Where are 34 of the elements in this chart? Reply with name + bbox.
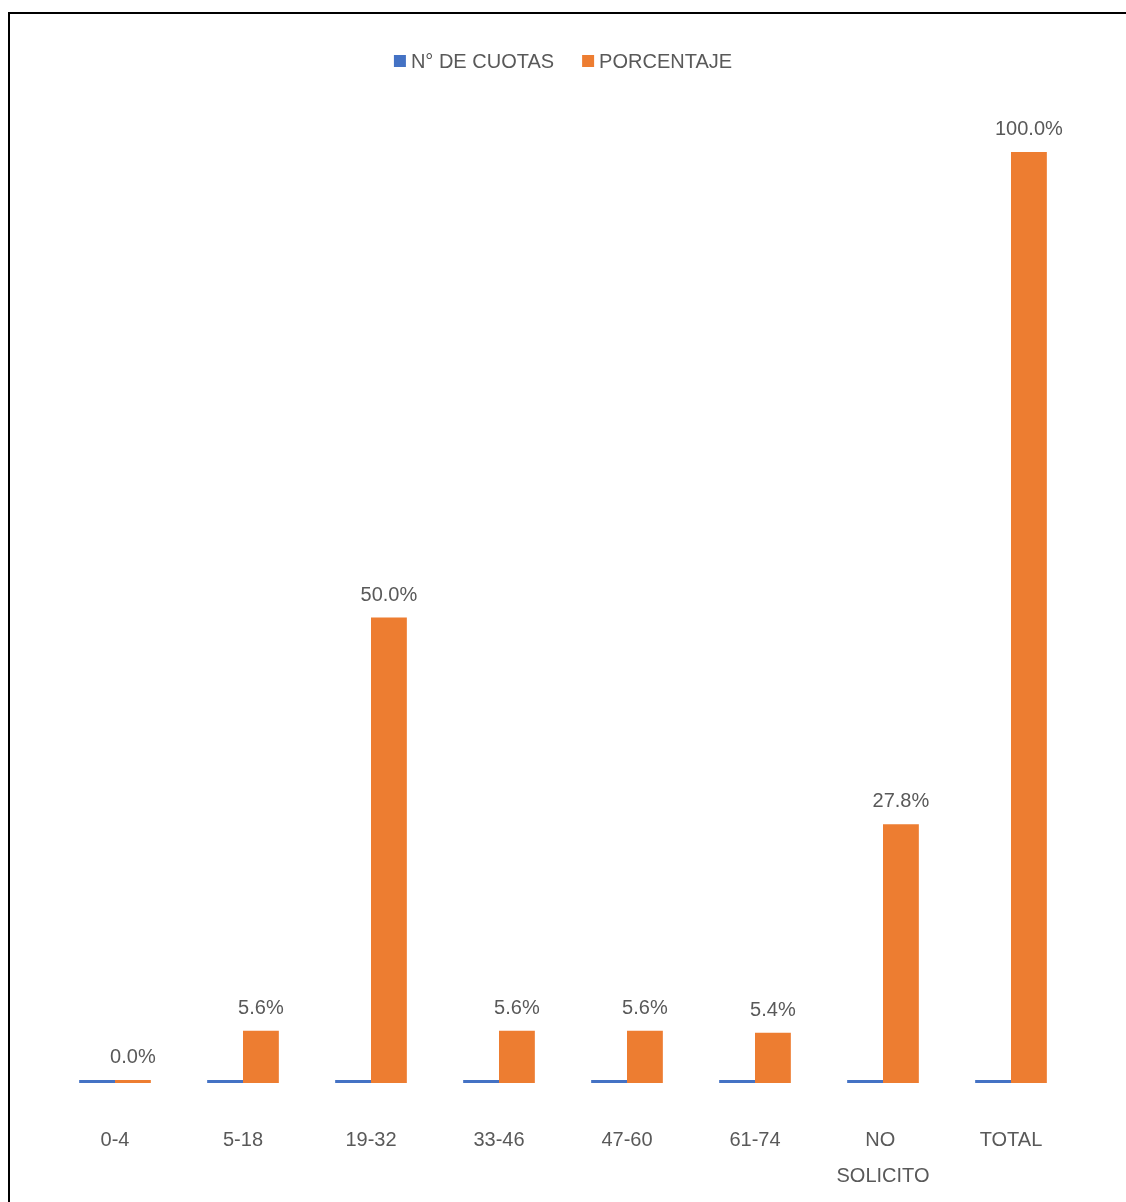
bar [883, 824, 919, 1083]
bar [207, 1080, 243, 1083]
bar [499, 1030, 535, 1083]
data-label: 27.8% [872, 789, 930, 812]
data-label: 5.6% [622, 995, 668, 1018]
bar [755, 1032, 791, 1083]
bar [1011, 152, 1047, 1083]
x-tick-label: 5-18 [222, 1128, 264, 1150]
bar [79, 1080, 115, 1083]
legend-label: PORCENTAJE [599, 50, 733, 72]
data-label: 5.4% [750, 997, 796, 1020]
data-label: 100.0% [995, 117, 1064, 139]
data-label: 50.0% [360, 582, 418, 605]
x-tick-label: NO SOLICITO [836, 1128, 930, 1186]
data-label: 5.6% [238, 995, 284, 1018]
data-label: 5.6% [494, 995, 540, 1018]
bar [335, 1080, 371, 1083]
bar [719, 1080, 755, 1083]
x-tick-label: TOTAL [979, 1128, 1043, 1150]
bar [371, 617, 407, 1083]
bar [463, 1080, 499, 1083]
x-tick-label: 47-60 [601, 1128, 653, 1150]
x-tick-label: 0-4 [100, 1128, 130, 1150]
x-tick-label: 61-74 [729, 1128, 781, 1150]
bar [975, 1080, 1011, 1083]
bar [847, 1080, 883, 1083]
legend-label: N° DE CUOTAS [410, 50, 555, 72]
bar [627, 1030, 663, 1083]
bar [243, 1030, 279, 1083]
x-tick-label: 19-32 [345, 1128, 397, 1150]
bar [591, 1080, 627, 1083]
x-tick-label: 33-46 [473, 1128, 525, 1150]
data-label: 0.0% [110, 1045, 156, 1067]
bar [115, 1080, 151, 1083]
